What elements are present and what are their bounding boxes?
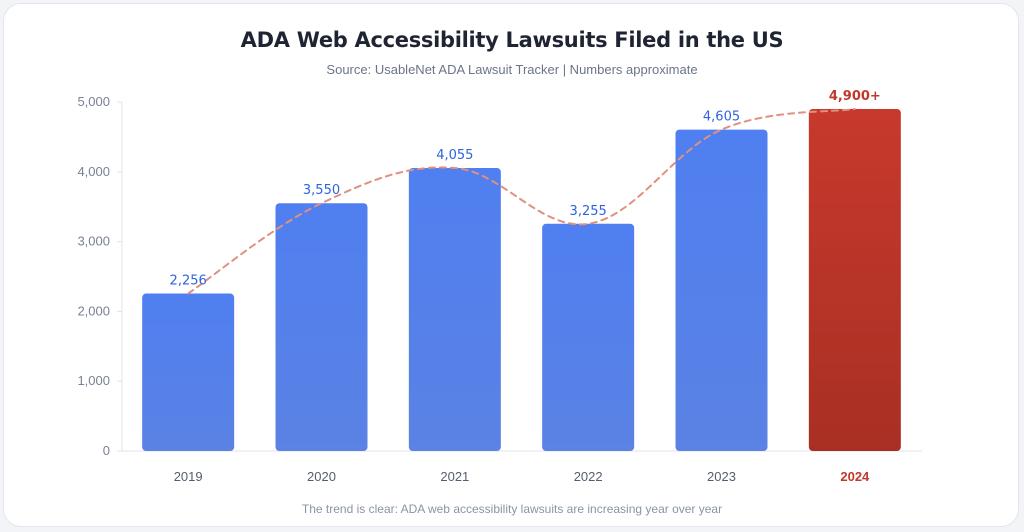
data-label-2021: 4,055: [436, 148, 473, 163]
y-tick-label: 5,000: [77, 94, 110, 109]
bar-2024: [808, 108, 901, 451]
chart-footnote: The trend is clear: ADA web accessibilit…: [301, 502, 723, 516]
data-label-2019: 2,256: [170, 274, 207, 289]
x-tick-label: 2020: [307, 469, 336, 484]
x-tick-label: 2023: [707, 469, 736, 484]
y-tick-label: 1,000: [77, 373, 110, 388]
data-label-2022: 3,255: [570, 204, 607, 219]
y-tick-label: 2,000: [77, 303, 110, 318]
trend-line: [187, 107, 856, 295]
chart-subtitle: Source: UsableNet ADA Lawsuit Tracker | …: [326, 62, 698, 77]
bar-2020: [275, 203, 368, 451]
chart-title: ADA Web Accessibility Lawsuits Filed in …: [240, 28, 784, 52]
bar-2021: [408, 167, 501, 451]
data-label-2024: 4,900+: [829, 89, 881, 104]
x-tick-label: 2021: [440, 469, 469, 484]
data-label-2020: 3,550: [303, 183, 340, 198]
bar-2023: [675, 129, 768, 452]
y-tick-label: 0: [103, 443, 110, 458]
data-label-2023: 4,605: [703, 110, 740, 125]
y-tick-label: 4,000: [77, 164, 110, 179]
x-tick-label: 2024: [840, 469, 870, 484]
x-tick-label: 2022: [574, 469, 603, 484]
bar-2022: [542, 223, 635, 451]
x-tick-label: 2019: [174, 469, 203, 484]
y-tick-label: 3,000: [77, 234, 110, 249]
bar-2019: [142, 293, 235, 451]
